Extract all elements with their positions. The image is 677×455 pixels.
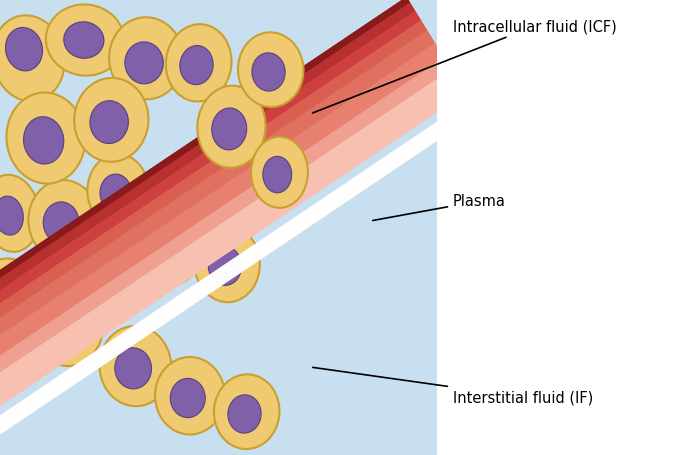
Ellipse shape xyxy=(46,5,125,76)
Polygon shape xyxy=(0,44,444,395)
Ellipse shape xyxy=(28,181,98,261)
Ellipse shape xyxy=(74,79,148,162)
Ellipse shape xyxy=(180,46,213,86)
Ellipse shape xyxy=(87,155,148,228)
Ellipse shape xyxy=(150,228,185,268)
Ellipse shape xyxy=(47,307,84,349)
Ellipse shape xyxy=(228,395,261,433)
Ellipse shape xyxy=(115,348,152,389)
Polygon shape xyxy=(0,31,435,381)
Polygon shape xyxy=(0,58,451,407)
Ellipse shape xyxy=(24,117,64,165)
Ellipse shape xyxy=(7,93,85,184)
Ellipse shape xyxy=(214,374,280,449)
Ellipse shape xyxy=(100,175,131,212)
Ellipse shape xyxy=(252,54,285,92)
Polygon shape xyxy=(0,12,421,358)
Ellipse shape xyxy=(171,379,205,418)
Ellipse shape xyxy=(209,247,242,286)
Polygon shape xyxy=(0,4,416,349)
Ellipse shape xyxy=(0,259,42,342)
Polygon shape xyxy=(0,12,421,358)
Ellipse shape xyxy=(90,101,129,144)
Polygon shape xyxy=(0,21,427,368)
Ellipse shape xyxy=(43,202,79,243)
Ellipse shape xyxy=(136,206,204,286)
Polygon shape xyxy=(0,44,444,395)
Polygon shape xyxy=(0,101,478,450)
Text: Intracellular fluid (ICF): Intracellular fluid (ICF) xyxy=(313,20,617,114)
Ellipse shape xyxy=(5,28,43,72)
Ellipse shape xyxy=(166,25,232,102)
Ellipse shape xyxy=(238,33,303,108)
Polygon shape xyxy=(0,101,478,450)
Ellipse shape xyxy=(64,23,104,59)
Ellipse shape xyxy=(0,281,24,324)
Ellipse shape xyxy=(0,16,64,102)
Ellipse shape xyxy=(197,86,265,168)
Polygon shape xyxy=(0,58,451,407)
Ellipse shape xyxy=(0,176,39,252)
Ellipse shape xyxy=(194,225,260,303)
Polygon shape xyxy=(0,31,435,381)
Ellipse shape xyxy=(155,357,225,435)
Text: Plasma: Plasma xyxy=(373,194,506,221)
Polygon shape xyxy=(0,0,410,340)
Ellipse shape xyxy=(100,326,171,406)
Ellipse shape xyxy=(32,284,104,366)
Polygon shape xyxy=(0,70,466,430)
Polygon shape xyxy=(0,0,410,340)
Ellipse shape xyxy=(263,157,292,193)
Polygon shape xyxy=(0,70,466,430)
Ellipse shape xyxy=(109,18,183,100)
Text: Interstitial fluid (IF): Interstitial fluid (IF) xyxy=(313,368,593,404)
Polygon shape xyxy=(0,21,427,368)
Polygon shape xyxy=(0,4,416,349)
Ellipse shape xyxy=(251,137,308,208)
Ellipse shape xyxy=(212,109,246,151)
Ellipse shape xyxy=(125,43,163,85)
Ellipse shape xyxy=(0,197,23,236)
